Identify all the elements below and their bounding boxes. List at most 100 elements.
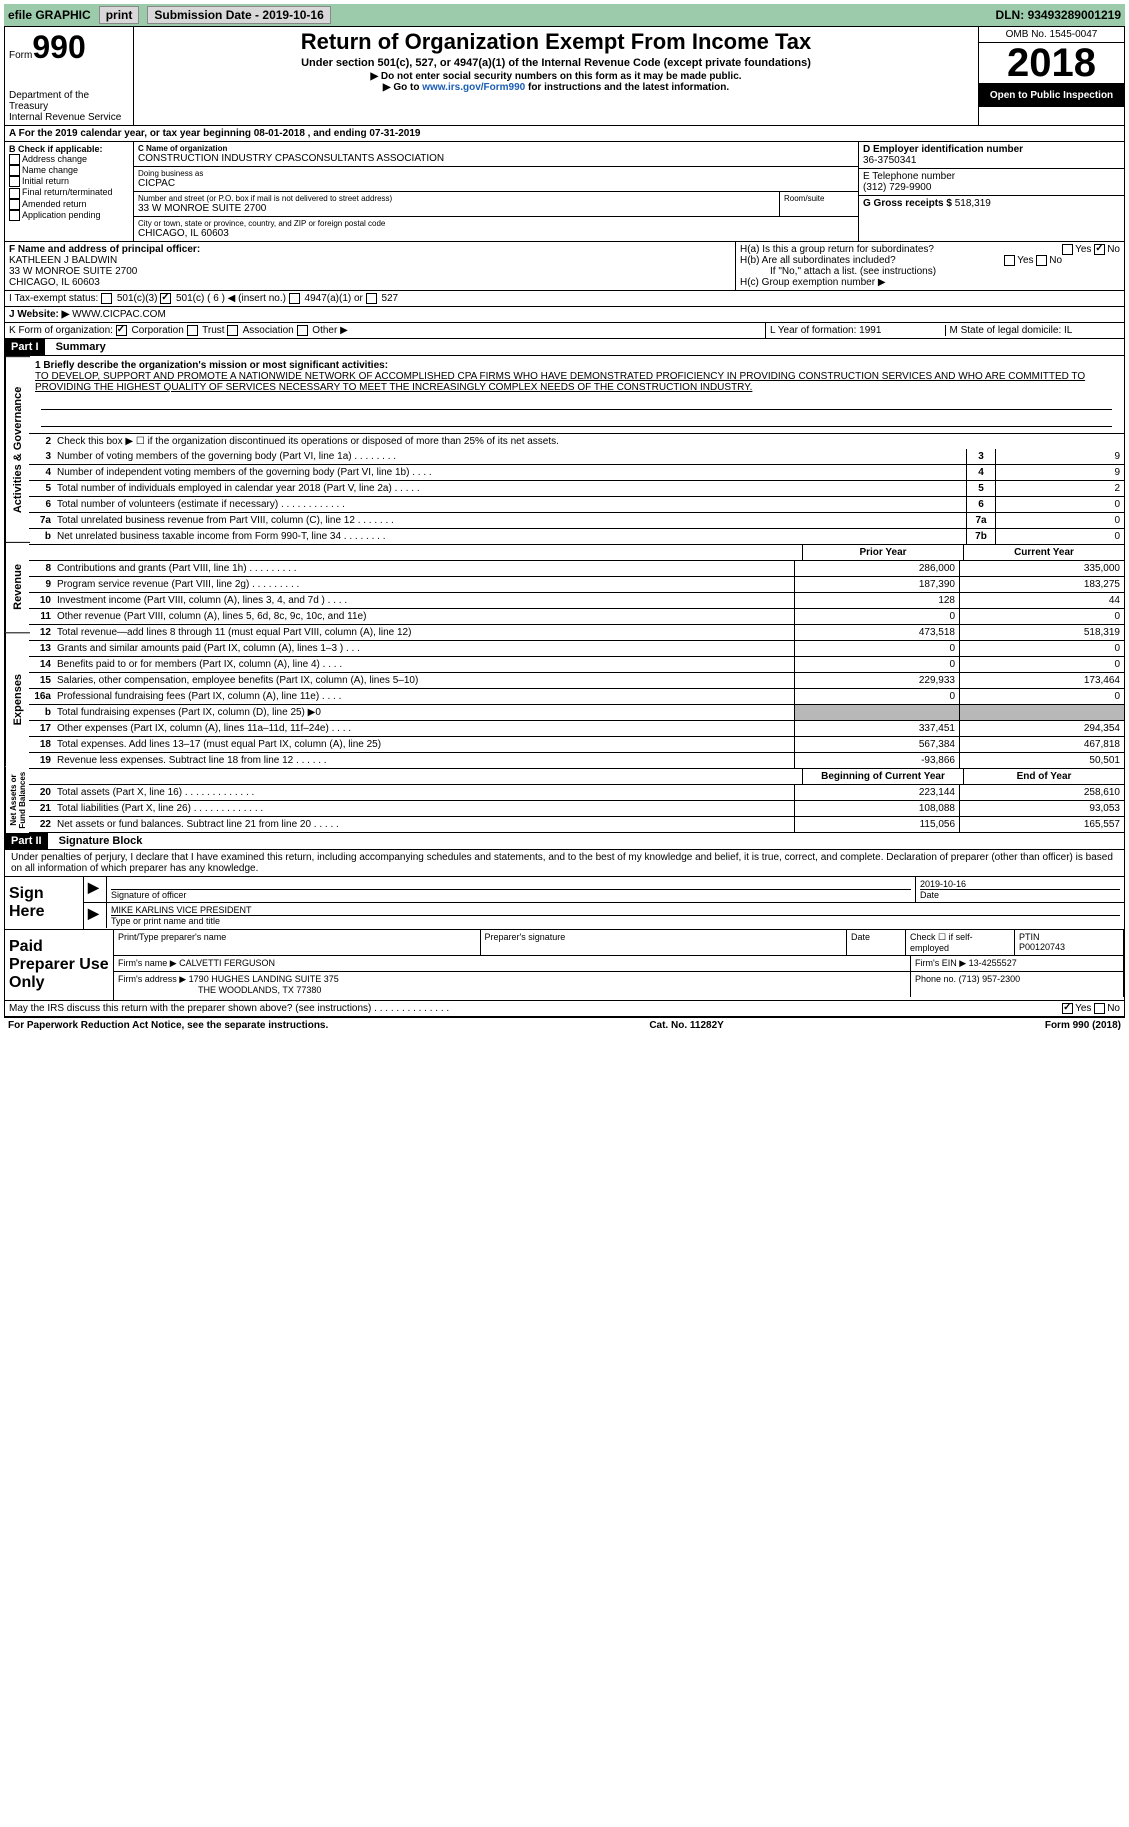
- form-subtitle: Under section 501(c), 527, or 4947(a)(1)…: [138, 57, 974, 69]
- instructions-line: ▶ Go to www.irs.gov/Form990 for instruct…: [138, 82, 974, 93]
- revenue-row: 11Other revenue (Part VIII, column (A), …: [29, 609, 1124, 625]
- hb-no[interactable]: [1036, 255, 1047, 266]
- firm-phone: (713) 957-2300: [959, 974, 1021, 984]
- net-assets-row: 22Net assets or fund balances. Subtract …: [29, 817, 1124, 833]
- prior-current-header: Prior Year Current Year: [29, 545, 1124, 561]
- open-to-public: Open to Public Inspection: [979, 84, 1124, 107]
- tab-expenses: Expenses: [5, 632, 30, 766]
- form-number: 990: [32, 29, 85, 65]
- tax-exempt-status: I Tax-exempt status: 501(c)(3) 501(c) ( …: [5, 291, 1124, 307]
- tab-net-assets: Net Assets or Fund Balances: [5, 767, 30, 834]
- section-b-c-d: B Check if applicable: Address change Na…: [5, 142, 1124, 242]
- revenue-row: 12Total revenue—add lines 8 through 11 (…: [29, 625, 1124, 641]
- expense-row: 18Total expenses. Add lines 13–17 (must …: [29, 737, 1124, 753]
- gov-row: 5 Total number of individuals employed i…: [29, 481, 1124, 497]
- chk-amended-return[interactable]: Amended return: [9, 199, 129, 210]
- irs-link[interactable]: www.irs.gov/Form990: [422, 82, 525, 93]
- blank-line: [41, 395, 1112, 410]
- chk-corporation[interactable]: [116, 325, 127, 336]
- box-h: H(a) Is this a group return for subordin…: [736, 242, 1124, 290]
- k-l-m-row: K Form of organization: Corporation Trus…: [5, 323, 1124, 339]
- website-line: J Website: ▶ WWW.CICPAC.COM: [5, 307, 1124, 323]
- chk-4947[interactable]: [289, 293, 300, 304]
- gov-row: 4 Number of independent voting members o…: [29, 465, 1124, 481]
- blank-line: [41, 412, 1112, 427]
- part-1-body: Activities & Governance Revenue Expenses…: [5, 356, 1124, 833]
- chk-name-change[interactable]: Name change: [9, 165, 129, 176]
- chk-application-pending[interactable]: Application pending: [9, 210, 129, 221]
- sign-date: 2019-10-16: [920, 879, 1120, 889]
- state-domicile: IL: [1064, 325, 1072, 336]
- firm-name: CALVETTI FERGUSON: [179, 958, 275, 968]
- box-c: C Name of organization CONSTRUCTION INDU…: [134, 142, 858, 241]
- mission-block: 1 Briefly describe the organization's mi…: [29, 356, 1124, 434]
- net-assets-row: 21Total liabilities (Part X, line 26) . …: [29, 801, 1124, 817]
- dba: CICPAC: [138, 178, 854, 189]
- ein: 36-3750341: [863, 155, 1120, 166]
- chk-initial-return[interactable]: Initial return: [9, 176, 129, 187]
- print-button[interactable]: print: [99, 6, 140, 24]
- street-address: 33 W MONROE SUITE 2700: [138, 203, 775, 214]
- gov-row: 6 Total number of volunteers (estimate i…: [29, 497, 1124, 513]
- gross-receipts: 518,319: [955, 198, 991, 209]
- expense-row: 14Benefits paid to or for members (Part …: [29, 657, 1124, 673]
- website-url: WWW.CICPAC.COM: [72, 309, 166, 320]
- gov-row: b Net unrelated business taxable income …: [29, 529, 1124, 545]
- year-formation: 1991: [859, 325, 881, 336]
- form-prefix: Form: [9, 50, 32, 61]
- expense-row: 16aProfessional fundraising fees (Part I…: [29, 689, 1124, 705]
- ptin: P00120743: [1019, 942, 1119, 952]
- firm-ein: 13-4255527: [969, 958, 1017, 968]
- chk-527[interactable]: [366, 293, 377, 304]
- firm-address: 1790 HUGHES LANDING SUITE 375: [189, 974, 339, 984]
- period-line: A For the 2019 calendar year, or tax yea…: [5, 126, 1124, 142]
- city-state-zip: CHICAGO, IL 60603: [138, 228, 854, 239]
- tab-governance: Activities & Governance: [5, 356, 30, 542]
- chk-final-return[interactable]: Final return/terminated: [9, 187, 129, 198]
- gov-row: 3 Number of voting members of the govern…: [29, 449, 1124, 465]
- box-f: F Name and address of principal officer:…: [5, 242, 736, 290]
- chk-trust[interactable]: [187, 325, 198, 336]
- page-footer: For Paperwork Reduction Act Notice, see …: [4, 1018, 1125, 1033]
- mission-text: TO DEVELOP, SUPPORT AND PROMOTE A NATION…: [35, 371, 1118, 393]
- ha-no[interactable]: [1094, 244, 1105, 255]
- form-id-footer: Form 990 (2018): [1045, 1020, 1121, 1031]
- perjury-statement: Under penalties of perjury, I declare th…: [5, 850, 1124, 877]
- chk-association[interactable]: [227, 325, 238, 336]
- sign-here-block: Sign Here ▶ Signature of officer 2019-10…: [5, 877, 1124, 930]
- efile-top-bar: efile GRAPHIC print Submission Date - 20…: [4, 4, 1125, 26]
- net-assets-row: 20Total assets (Part X, line 16) . . . .…: [29, 785, 1124, 801]
- ha-yes[interactable]: [1062, 244, 1073, 255]
- expense-row: 19Revenue less expenses. Subtract line 1…: [29, 753, 1124, 769]
- chk-other[interactable]: [297, 325, 308, 336]
- pointer-icon: ▶: [88, 879, 99, 895]
- submission-date-box: Submission Date - 2019-10-16: [147, 6, 330, 24]
- expense-row: 15Salaries, other compensation, employee…: [29, 673, 1124, 689]
- officer-name-title: MIKE KARLINS VICE PRESIDENT: [111, 905, 1120, 915]
- chk-501c3[interactable]: [101, 293, 112, 304]
- section-f-h: F Name and address of principal officer:…: [5, 242, 1124, 291]
- expense-row: bTotal fundraising expenses (Part IX, co…: [29, 705, 1124, 721]
- revenue-row: 9Program service revenue (Part VIII, lin…: [29, 577, 1124, 593]
- hb-yes[interactable]: [1004, 255, 1015, 266]
- box-d-e-g: D Employer identification number 36-3750…: [858, 142, 1124, 241]
- gov-row: 7a Total unrelated business revenue from…: [29, 513, 1124, 529]
- tab-revenue: Revenue: [5, 542, 30, 632]
- form-header: Form990 Department of the Treasury Inter…: [5, 27, 1124, 126]
- expense-row: 13Grants and similar amounts paid (Part …: [29, 641, 1124, 657]
- dln: DLN: 93493289001219: [996, 8, 1121, 22]
- ssn-warning: ▶ Do not enter social security numbers o…: [138, 71, 974, 82]
- begin-end-header: Beginning of Current Year End of Year: [29, 769, 1124, 785]
- irs-discuss-line: May the IRS discuss this return with the…: [5, 1001, 1124, 1017]
- discuss-no[interactable]: [1094, 1003, 1105, 1014]
- form-990: Form990 Department of the Treasury Inter…: [4, 26, 1125, 1018]
- revenue-row: 10Investment income (Part VIII, column (…: [29, 593, 1124, 609]
- officer-name: KATHLEEN J BALDWIN: [9, 255, 731, 266]
- part-1-header: Part I Summary: [5, 339, 1124, 356]
- part-2-header: Part II Signature Block: [5, 833, 1124, 850]
- chk-address-change[interactable]: Address change: [9, 154, 129, 165]
- discuss-yes[interactable]: [1062, 1003, 1073, 1014]
- chk-501c[interactable]: [160, 293, 171, 304]
- efile-label: efile GRAPHIC: [8, 8, 91, 22]
- tax-year: 2018: [979, 43, 1124, 84]
